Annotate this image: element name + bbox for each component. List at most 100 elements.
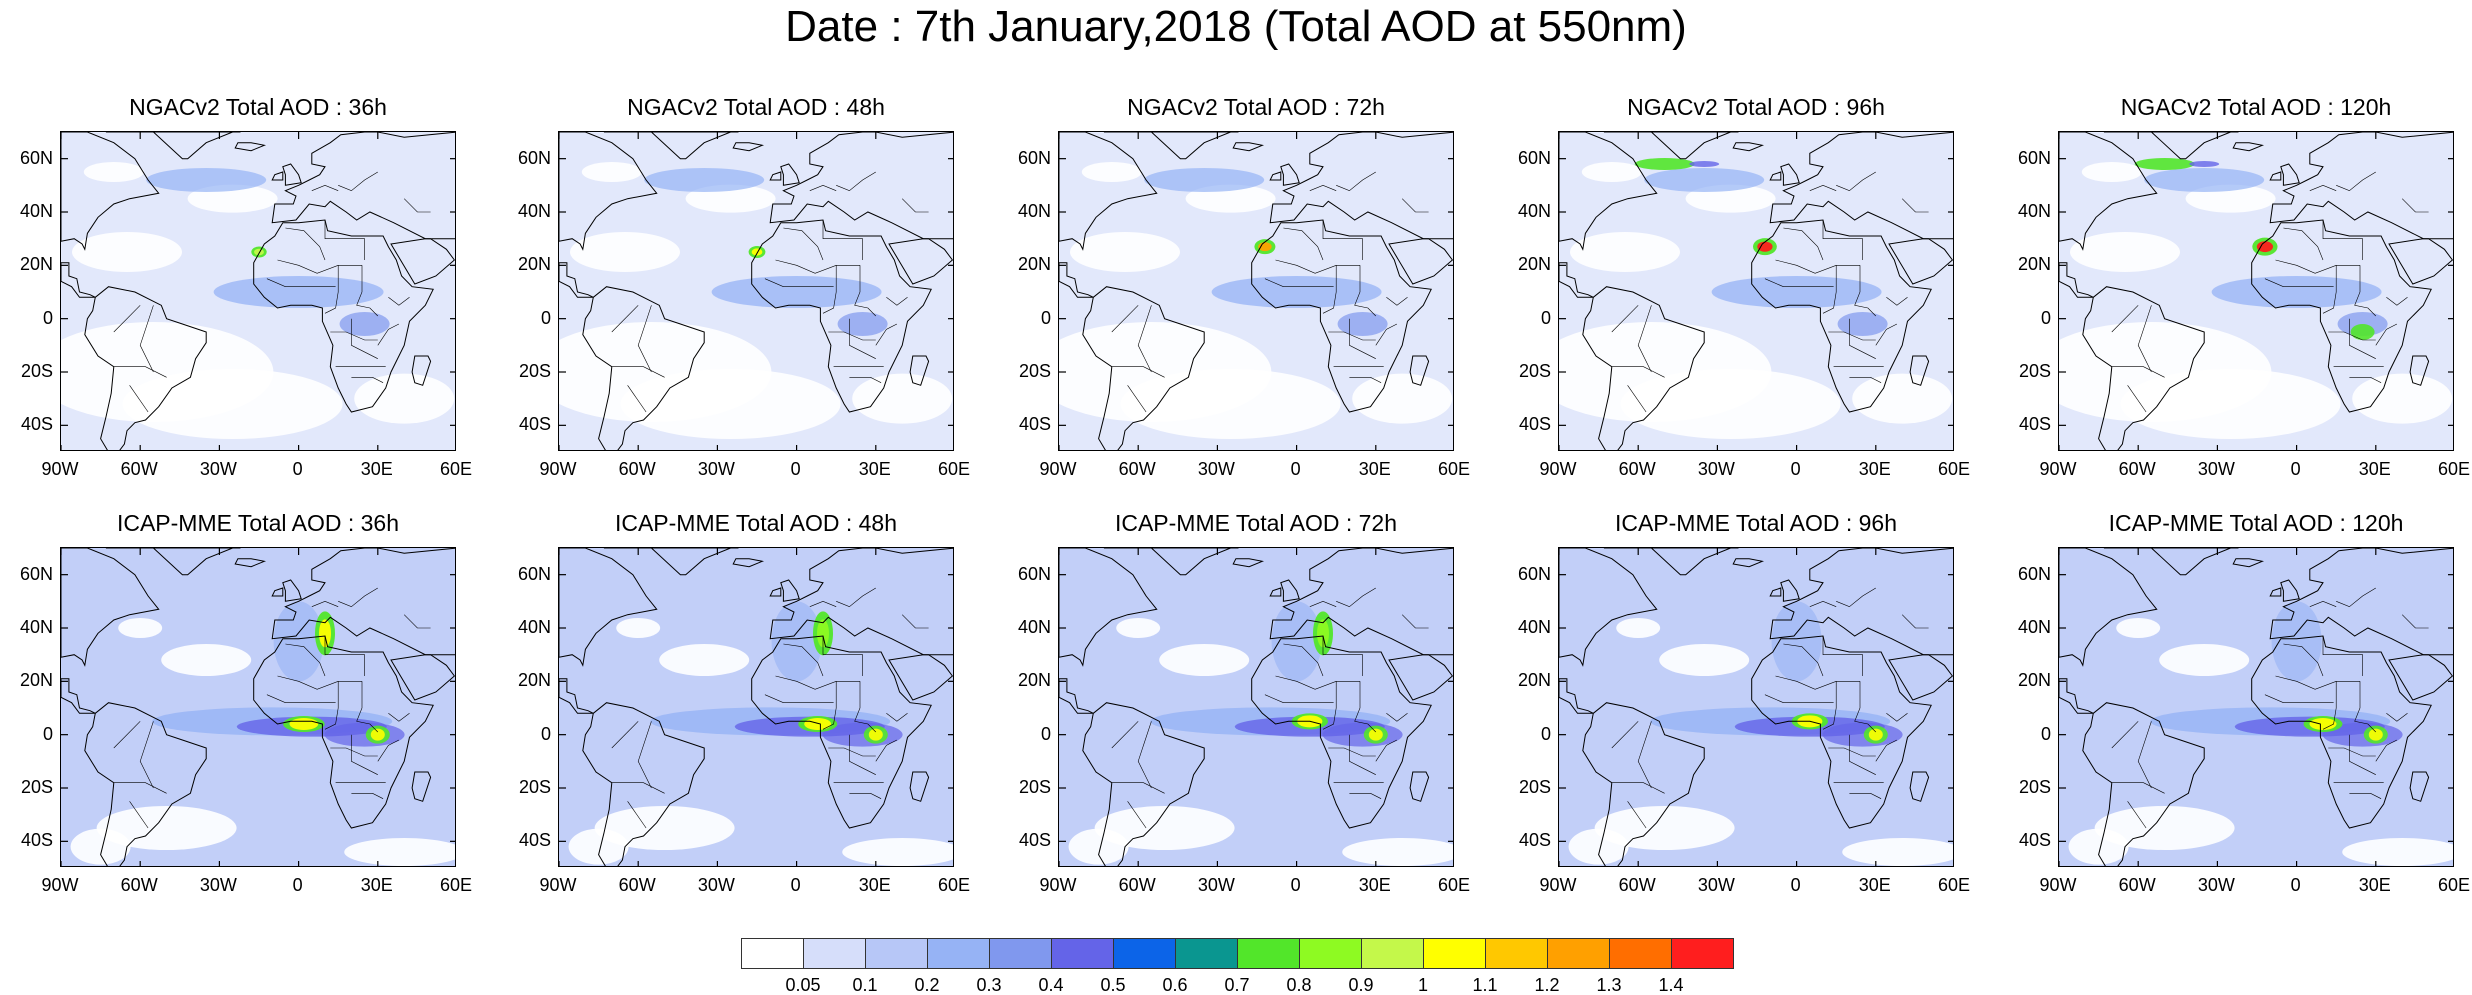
lat-tick-label: 0: [1540, 723, 1551, 744]
coastline-europe: [1769, 548, 1953, 656]
lat-tick-label: 20S: [20, 361, 53, 381]
country-border: [285, 227, 326, 261]
country-border: [886, 713, 908, 722]
coastline-arabia: [1888, 654, 1953, 701]
clean-air-region: [344, 838, 455, 866]
lat-tick-label: 0: [42, 723, 53, 744]
colorbar-swatch: [1547, 938, 1610, 969]
dust-core-east-peak: [370, 728, 385, 741]
lat-tick-label: 0: [2040, 307, 2051, 328]
lat-tick-label: 40N: [1017, 617, 1051, 637]
panel-title: ICAP-MME Total AOD : 36h: [116, 510, 400, 536]
aod-plume-central-africa: [837, 312, 888, 336]
country-border: [1783, 643, 1824, 677]
clean-air-region: [2070, 232, 2180, 272]
coastline-uk: [1280, 163, 1300, 186]
coastline-europe: [271, 132, 455, 240]
lat-tick-label: 20N: [517, 670, 551, 691]
coastline-iceland: [1232, 558, 1265, 568]
coastline-europe: [1269, 548, 1453, 656]
coastline-iceland: [732, 558, 765, 568]
coastline-uk: [282, 579, 302, 602]
coastline-arabia: [2388, 238, 2453, 285]
country-border: [1822, 220, 1863, 260]
clean-air-region: [1081, 162, 1142, 182]
lon-tick-label: 60W: [1118, 875, 1156, 895]
country-border: [2349, 734, 2376, 775]
country-border: [1127, 385, 1147, 413]
clean-air-region: [354, 373, 455, 424]
country-border: [1349, 318, 1376, 359]
dust-core-europe-peak: [1317, 619, 1329, 648]
lon-tick-label: 60E: [439, 459, 473, 479]
country-border: [338, 587, 378, 608]
coastline-africa: [2251, 635, 2432, 829]
coastline-iceland: [234, 558, 267, 568]
lat-tick-label: 20N: [1017, 670, 1051, 691]
coastline-europe: [1269, 132, 1453, 240]
country-border: [113, 366, 167, 378]
coastline-uk: [780, 579, 800, 602]
country-border: [1637, 721, 1652, 789]
lat-tick-label: 40N: [2017, 201, 2051, 221]
country-border: [1764, 694, 1834, 703]
lon-tick-label: 60E: [1937, 875, 1971, 895]
aod-plume-north-atlantic: [1644, 168, 1765, 192]
colorbar-label: 0.3: [976, 975, 1002, 995]
coastline-iceland: [234, 142, 267, 152]
country-border: [611, 305, 639, 333]
dust-core-peak: [751, 248, 763, 256]
lat-tick-label: 40N: [517, 617, 551, 637]
lon-tick-label: 90W: [1539, 459, 1577, 479]
colorbar-swatch: [1423, 938, 1486, 969]
coastline-ireland: [1769, 171, 1782, 181]
dust-core-peak: [1258, 242, 1272, 252]
colorbar-label: 1: [1417, 975, 1428, 995]
coastline-madagascar: [909, 771, 930, 802]
country-border: [2275, 259, 2360, 274]
lat-tick-label: 0: [1040, 723, 1051, 744]
coastline-iceland: [1732, 142, 1765, 152]
coastline-iceland: [1232, 142, 1265, 152]
coastline-northAmerica: [1059, 132, 1158, 251]
country-border: [2349, 793, 2382, 799]
coastline-southAmerica: [84, 286, 207, 450]
country-border: [388, 713, 410, 722]
coastline-madagascar: [1409, 771, 1430, 802]
lat-tick-label: 20S: [20, 777, 53, 797]
country-border: [324, 681, 339, 730]
country-border: [324, 265, 339, 314]
aod-plume-north-atlantic: [146, 168, 267, 192]
aod-shading: [1559, 132, 1953, 450]
aod-plume-central-africa: [339, 312, 390, 336]
coastline-europe: [2269, 132, 2453, 240]
colorbar-swatch: [1361, 938, 1424, 969]
lon-tick-label: 0: [2290, 875, 2301, 895]
country-border: [2322, 220, 2363, 260]
country-border: [1854, 681, 1877, 733]
clean-air-region: [2159, 644, 2250, 676]
country-border: [1336, 171, 1376, 192]
lon-tick-label: 30W: [199, 875, 237, 895]
country-border: [627, 385, 647, 413]
panel-title: NGACv2 Total AOD : 48h: [627, 94, 885, 120]
coastline-northAmerica: [2059, 132, 2158, 251]
coastlines: [559, 132, 953, 450]
lon-tick-label: 90W: [1039, 459, 1077, 479]
lat-tick-label: 40S: [1518, 414, 1551, 435]
coastline-southAmerica: [84, 702, 207, 866]
coastline-centralAm: [1059, 678, 1094, 714]
coastline-southAmerica: [1582, 702, 1705, 866]
country-border: [1328, 747, 1376, 757]
coastline-northAmerica: [2059, 548, 2158, 667]
country-border: [1283, 643, 1324, 677]
lon-tick-label: 90W: [539, 459, 577, 479]
country-border: [2349, 318, 2376, 359]
country-border: [1111, 305, 1139, 333]
colorbar-swatch: [989, 938, 1052, 969]
lon-tick-label: 30W: [1197, 875, 1235, 895]
country-border: [1375, 739, 1398, 762]
lat-tick-label: 20N: [2017, 670, 2051, 691]
country-border: [2127, 385, 2147, 413]
country-border: [875, 323, 898, 346]
